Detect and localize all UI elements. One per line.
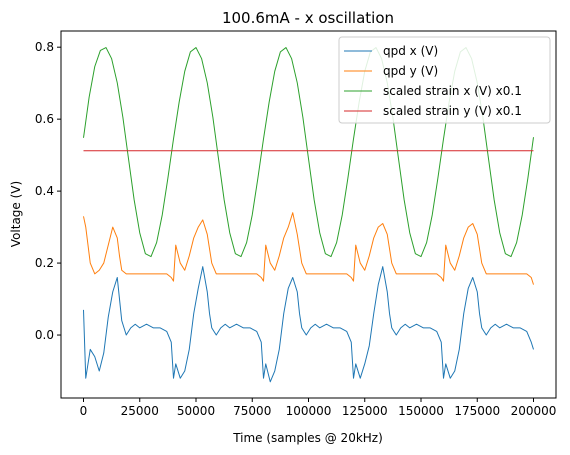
legend-entry: scaled strain y (V) x0.1 (383, 104, 522, 118)
legend-entry: scaled strain x (V) x0.1 (383, 84, 522, 98)
legend: qpd x (V) qpd y (V) scaled strain x (V) x0… (338, 36, 551, 124)
x-axis: 0 25000 50000 75000 100000 125000 150000 175000… (80, 398, 557, 418)
y-tick-label: 0.2 (35, 256, 54, 270)
x-tick-label: 50000 (177, 404, 215, 418)
x-tick-label: 200000 (511, 404, 557, 418)
chart-title: 100.6mA - x oscillation (222, 9, 394, 27)
x-tick-label: 0 (80, 404, 88, 418)
x-tick-label: 100000 (286, 404, 332, 418)
x-axis-label: Time (samples @ 20kHz) (232, 431, 383, 445)
y-tick-label: 0.6 (35, 112, 54, 126)
y-axis-label: Voltage (V) (9, 181, 23, 247)
x-tick-label: 25000 (121, 404, 159, 418)
series-line-1 (83, 266, 534, 383)
x-tick-label: 75000 (233, 404, 271, 418)
legend-box (338, 36, 551, 124)
legend-entry: qpd y (V) (383, 64, 438, 78)
y-axis: 0.0 0.2 0.4 0.6 0.8 (35, 40, 61, 342)
y-tick-label: 0.4 (35, 184, 54, 198)
x-tick-label: 150000 (398, 404, 444, 418)
x-tick-label: 125000 (342, 404, 388, 418)
x-tick-label: 175000 (454, 404, 500, 418)
legend-entry: qpd x (V) (383, 44, 438, 58)
y-tick-label: 0.0 (35, 328, 54, 342)
series-line-2 (83, 212, 534, 285)
y-tick-label: 0.8 (35, 40, 54, 54)
